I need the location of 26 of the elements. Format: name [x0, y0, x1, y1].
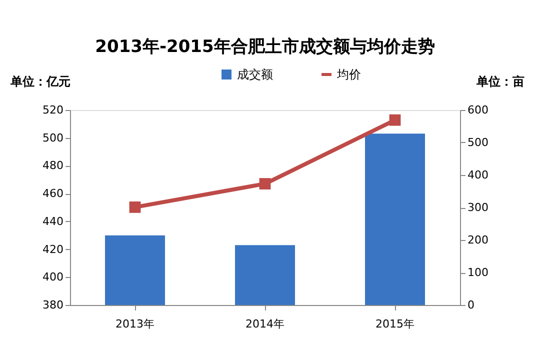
point — [389, 114, 401, 126]
y-tick-label: 460 — [42, 187, 64, 200]
y-tick-label: 440 — [42, 214, 64, 228]
y-axis-title: 单位：亿元 — [10, 74, 70, 88]
y-tick-label: 480 — [42, 159, 64, 172]
point — [259, 178, 271, 190]
y2-tick-label: 500 — [468, 136, 488, 149]
legend-label: 成交额 — [237, 68, 273, 82]
y-tick-label: 380 — [42, 298, 64, 312]
y2-tick-label: 600 — [468, 104, 488, 116]
y-tick-label: 400 — [42, 270, 64, 284]
y2-axis-title: 单位：亩 — [476, 74, 524, 88]
chart-title: 2013年-2015年合肥土市成交额与均价走势 — [95, 37, 435, 57]
x-tick-label: 2013年 — [116, 318, 154, 330]
y2-tick-label: 0 — [468, 298, 474, 312]
legend-label: 均价 — [336, 68, 361, 82]
y2-tick-label: 300 — [468, 201, 488, 214]
x-tick-label: 2015年 — [376, 318, 414, 330]
y-tick-label: 520 — [42, 104, 64, 116]
y-tick-label: 420 — [42, 242, 64, 256]
point — [129, 201, 141, 213]
y-tick-label: 500 — [42, 131, 64, 144]
y2-tick-label: 200 — [468, 234, 488, 246]
y2-tick-label: 100 — [468, 266, 488, 279]
x-tick-label: 2014年 — [246, 318, 284, 330]
y2-tick-label: 400 — [468, 168, 488, 182]
